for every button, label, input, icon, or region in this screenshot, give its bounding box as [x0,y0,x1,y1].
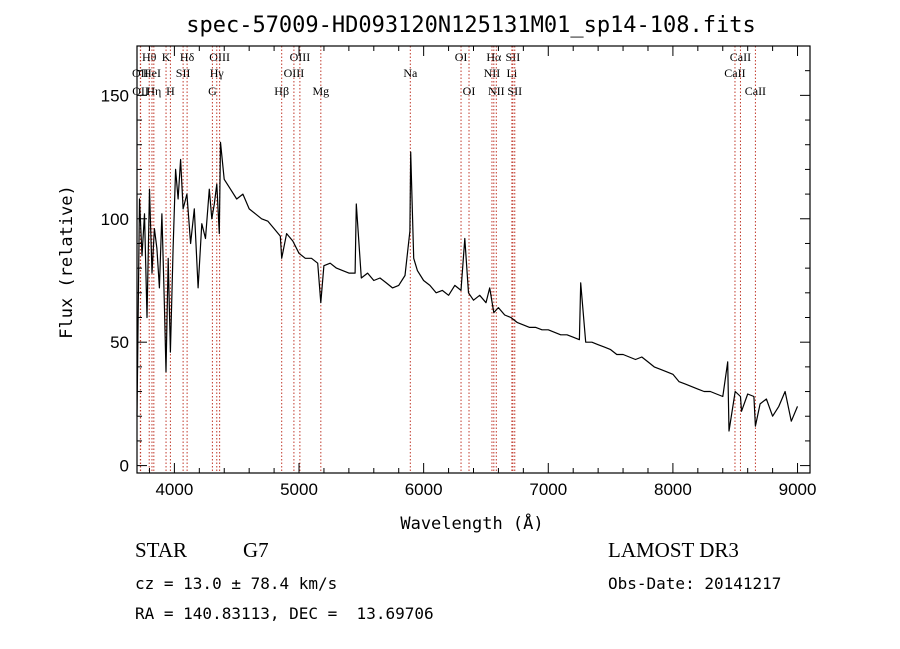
line-marker-label: NII [488,84,505,98]
object-subclass: G7 [243,538,269,562]
object-class: STAR [135,538,187,562]
chart-title: spec-57009-HD093120N125131M01_sp14-108.f… [186,13,756,38]
survey-name: LAMOST DR3 [608,538,739,562]
y-tick-label: 0 [120,457,129,476]
x-axis-label: Wavelength (Å) [400,512,543,534]
line-marker-label: CaII [730,50,751,64]
line-marker-label: Mg [312,84,329,98]
line-marker-label: H [166,84,175,98]
line-marker-label: Li [507,66,518,80]
x-tick-label: 7000 [529,480,567,499]
observation-date: Obs-Date: 20141217 [608,574,782,593]
line-marker-label: CaII [745,84,766,98]
line-marker-label: Hβ [274,84,289,98]
line-marker-label: Hη [146,84,161,98]
y-tick-label: 150 [101,86,129,105]
line-marker-label: Hθ [142,50,157,64]
spectrum-series-line [136,141,799,432]
line-marker-label: SII [506,50,521,64]
line-marker-label: K [162,50,171,64]
line-marker-label: OII [132,66,149,80]
x-tick-label: 4000 [155,480,193,499]
line-marker-label: NII [484,66,501,80]
line-marker-label: OIII [284,66,305,80]
line-marker-label: G [208,84,217,98]
line-marker-label: OIII [290,50,311,64]
line-marker-label: Na [403,66,418,80]
line-marker-label: Hα [486,50,502,64]
line-marker-label: SII [176,66,191,80]
line-marker-label: SII [507,84,522,98]
redshift-velocity: cz = 13.0 ± 78.4 km/s [135,574,338,593]
x-tick-label: 6000 [405,480,443,499]
line-marker-label: Hδ [180,50,195,64]
line-marker-label: CaII [724,66,745,80]
axis-ticks: 4000 5000 6000 7000 8000 9000 0 50 100 150 [101,46,817,499]
x-tick-label: 9000 [779,480,817,499]
plot-frame [136,45,811,474]
x-tick-label: 5000 [280,480,318,499]
line-marker-label: HeI [143,66,161,80]
line-marker-label: OI [455,50,468,64]
y-tick-label: 100 [101,210,129,229]
line-marker-label: Hγ [210,66,225,80]
y-tick-label: 50 [110,333,129,352]
ra-dec-coordinates: RA = 140.83113, DEC = 13.69706 [135,604,434,623]
line-marker-label: OI [463,84,476,98]
x-tick-label: 8000 [654,480,692,499]
line-marker-label: OIII [209,50,230,64]
y-axis-label: Flux (relative) [57,185,77,339]
